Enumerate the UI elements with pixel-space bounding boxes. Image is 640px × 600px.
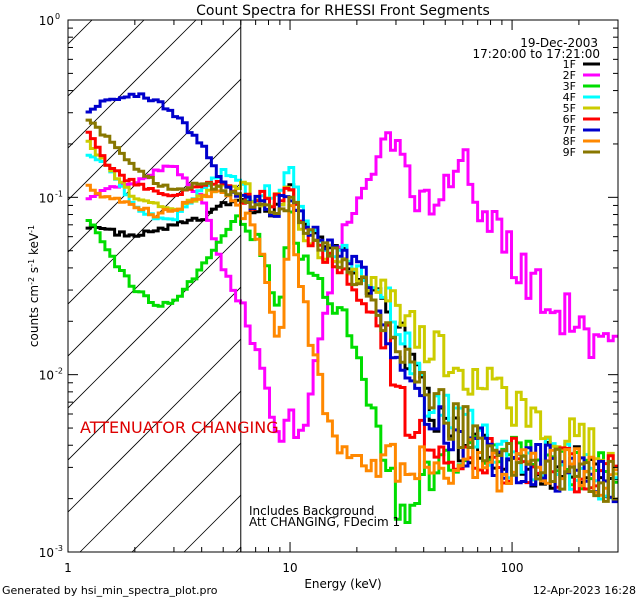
y-label-exponent: -1 bbox=[27, 225, 36, 233]
hatch-line bbox=[68, 130, 241, 305]
y-tick-label: 10 bbox=[39, 546, 54, 560]
hatch-line bbox=[131, 442, 241, 552]
chart-title: Count Spectra for RHESSI Front Segments bbox=[196, 3, 490, 19]
series-lines bbox=[85, 92, 618, 524]
y-axis-label: counts cm-2 s-1 keV-1 bbox=[27, 225, 42, 347]
hatch-line bbox=[68, 20, 197, 149]
generator-footer: Generated by hsi_min_spectra_plot.pro bbox=[2, 584, 218, 597]
y-tick-exponent: -2 bbox=[55, 367, 63, 376]
y-tick-exponent: -1 bbox=[55, 189, 63, 198]
x-tick-label: 10 bbox=[282, 561, 297, 575]
legend-label: 4F bbox=[563, 91, 576, 104]
legend-label: 7F bbox=[563, 124, 576, 137]
y-label-part: s bbox=[27, 267, 41, 277]
series-line-2F bbox=[85, 131, 618, 443]
hatch-line bbox=[68, 20, 145, 97]
x-axis-label: Energy (keV) bbox=[304, 577, 381, 591]
legend-label: 3F bbox=[563, 80, 576, 93]
background-note: Includes Background bbox=[249, 504, 374, 518]
series-line-6F bbox=[85, 130, 618, 494]
y-label-part: keV bbox=[27, 232, 41, 259]
series-line-8F bbox=[85, 183, 618, 497]
y-tick-label: 10 bbox=[39, 191, 54, 205]
y-tick-exponent: 0 bbox=[55, 12, 60, 21]
y-tick-exponent: -3 bbox=[55, 544, 63, 553]
legend-label: 1F bbox=[563, 58, 576, 71]
hatch-line bbox=[68, 26, 241, 201]
hatch-line bbox=[68, 234, 241, 409]
y-label-part: counts cm bbox=[27, 285, 41, 347]
hatch-line bbox=[68, 338, 241, 513]
legend-label: 5F bbox=[563, 102, 576, 115]
series-line-4F bbox=[85, 153, 618, 501]
hatch-line bbox=[68, 78, 241, 253]
x-tick-label: 1 bbox=[64, 561, 72, 575]
hatch-line bbox=[68, 286, 241, 461]
hatch-line bbox=[68, 182, 241, 357]
legend-label: 2F bbox=[563, 69, 576, 82]
attenuator-annotation: ATTENUATOR CHANGING bbox=[80, 418, 279, 437]
series-line-9F bbox=[85, 118, 618, 503]
x-tick-label: 100 bbox=[501, 561, 524, 575]
plot-frame bbox=[67, 19, 619, 553]
legend-label: 8F bbox=[563, 135, 576, 148]
hatch-line bbox=[79, 390, 241, 552]
y-tick-label: 10 bbox=[39, 369, 54, 383]
timestamp-footer: 12-Apr-2023 16:28 bbox=[533, 584, 636, 597]
observation-date: 19-Dec-2003 bbox=[520, 36, 598, 50]
legend-label: 9F bbox=[563, 146, 576, 159]
observation-time-range: 17:20:00 to 17:21:00 bbox=[473, 47, 600, 61]
legend-label: 6F bbox=[563, 113, 576, 126]
y-label-exponent: -1 bbox=[27, 259, 36, 267]
y-label-exponent: -2 bbox=[27, 277, 36, 285]
attenuator-note: Att CHANGING, FDecim 1 bbox=[249, 515, 400, 529]
attenuator-hatch-region bbox=[68, 20, 241, 552]
hatch-lines bbox=[68, 20, 241, 552]
series-line-3F bbox=[85, 210, 618, 524]
series-line-7F bbox=[85, 92, 618, 504]
y-tick-label: 10 bbox=[39, 14, 54, 28]
